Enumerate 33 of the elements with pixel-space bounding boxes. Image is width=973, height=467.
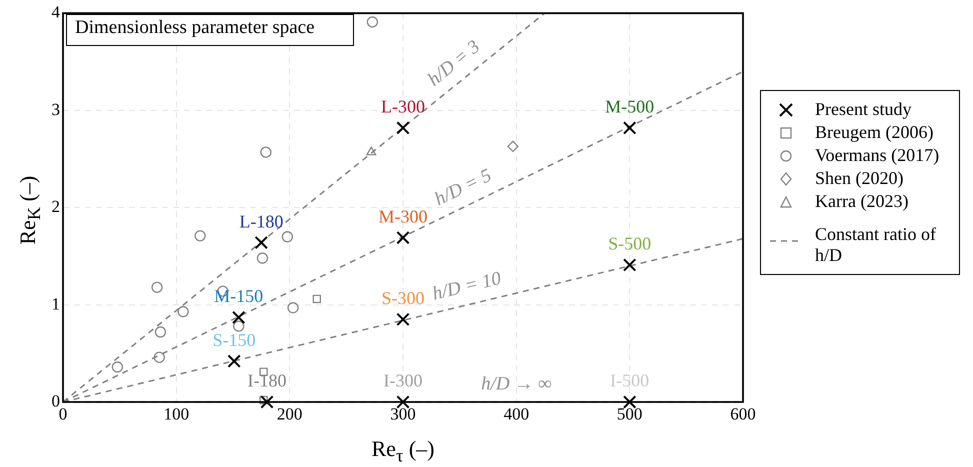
- annotation: h/D → ∞: [481, 374, 552, 394]
- legend-label: Constant ratio of h/D: [815, 224, 937, 266]
- annotation: L-300: [381, 96, 425, 117]
- y-tick-label: 0: [52, 391, 60, 410]
- x-tick-label: 100: [164, 404, 190, 424]
- legend-label: Breugem (2006): [815, 122, 934, 143]
- annotation: M-300: [378, 206, 428, 226]
- x-tick-label: 300: [390, 404, 416, 424]
- annotation: I-180: [248, 370, 286, 391]
- chart-title: Dimensionless parameter space: [66, 14, 354, 46]
- legend-label: Shen (2020): [815, 168, 904, 189]
- annotation: h/D = 3: [424, 36, 484, 90]
- annotation: M-150: [214, 286, 264, 306]
- annotation: S-500: [608, 234, 652, 254]
- annotation: S-150: [212, 330, 256, 350]
- x-tick-label: 200: [276, 404, 302, 424]
- annotation: L-180: [239, 211, 284, 232]
- x-axis-title: Re$_{τ}$ (–): [370, 436, 436, 466]
- y-tick-label: 3: [52, 100, 60, 119]
- x-tick-label: 400: [504, 404, 530, 424]
- x-tick-label: 600: [730, 404, 756, 424]
- annotation: M-500: [605, 96, 654, 117]
- y-tick-label: 2: [52, 197, 60, 216]
- legend-label: Karra (2023): [815, 191, 910, 212]
- annotation: I-300: [384, 370, 422, 391]
- legend-label: Present study: [815, 99, 912, 120]
- annotation: h/D = 10: [430, 268, 504, 305]
- legend-label: Voermans (2017): [815, 145, 940, 166]
- annotation: h/D = 5: [431, 164, 495, 210]
- annotation: S-300: [381, 288, 425, 308]
- y-tick-label: 4: [52, 2, 60, 22]
- x-tick-label: 500: [616, 404, 642, 424]
- y-tick-label: 1: [52, 294, 60, 314]
